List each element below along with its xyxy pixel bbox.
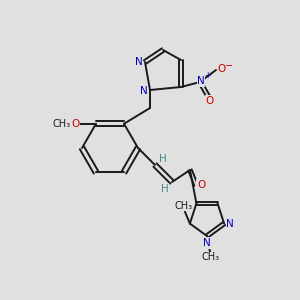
Text: O: O	[218, 64, 226, 74]
Text: O: O	[197, 180, 205, 190]
Text: −: −	[225, 61, 233, 71]
Text: N: N	[226, 219, 234, 229]
Text: N: N	[140, 86, 148, 96]
Text: O: O	[206, 96, 214, 106]
Text: N: N	[135, 57, 143, 67]
Text: H: H	[161, 184, 169, 194]
Text: N: N	[197, 76, 205, 86]
Text: CH₃: CH₃	[53, 119, 71, 129]
Text: +: +	[204, 70, 210, 80]
Text: N: N	[203, 238, 211, 248]
Text: CH₃: CH₃	[175, 201, 193, 211]
Text: O: O	[71, 119, 79, 129]
Text: H: H	[159, 154, 167, 164]
Text: CH₃: CH₃	[202, 252, 220, 262]
